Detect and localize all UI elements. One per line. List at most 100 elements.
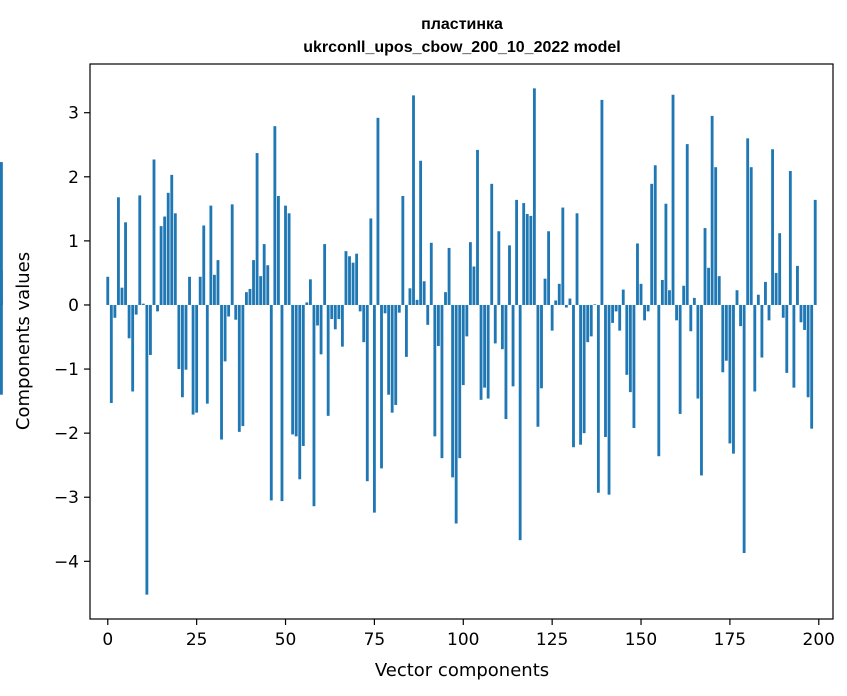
plot-area	[0, 63, 834, 620]
bar	[362, 304, 366, 343]
bar	[408, 288, 412, 305]
y-tick-label: 0	[68, 296, 79, 316]
bar	[483, 304, 487, 388]
x-tick-label: 125	[536, 630, 568, 650]
bar	[266, 265, 270, 305]
bar	[810, 304, 814, 429]
bar	[781, 304, 785, 318]
y-tick-label: 2	[68, 168, 79, 188]
bar	[209, 205, 213, 305]
x-tick-label: 150	[625, 630, 657, 650]
bar	[141, 303, 145, 305]
bar	[202, 225, 206, 305]
bar	[742, 304, 746, 553]
bar	[401, 196, 405, 305]
bars-group	[0, 88, 817, 595]
bar	[732, 304, 735, 454]
bar	[586, 304, 590, 343]
bar	[223, 304, 227, 362]
bar	[522, 203, 526, 305]
bar	[177, 304, 181, 370]
bar	[504, 304, 508, 420]
bar	[511, 304, 515, 387]
bar	[696, 304, 700, 399]
bar	[461, 304, 465, 386]
bar	[355, 253, 359, 305]
bar	[540, 304, 543, 389]
bar	[692, 297, 696, 305]
bar	[252, 260, 255, 305]
bar	[632, 304, 636, 429]
bar	[468, 242, 472, 305]
bar	[369, 218, 373, 305]
bar	[412, 95, 415, 305]
bar	[0, 299, 3, 305]
bar	[479, 304, 483, 400]
bar	[241, 304, 245, 427]
chart-subtitle: ukrconll_upos_cbow_200_10_2022 model	[303, 39, 620, 56]
bar	[572, 304, 575, 448]
bar	[458, 304, 462, 459]
bar	[650, 183, 654, 305]
bar	[440, 304, 444, 459]
bar	[120, 287, 124, 305]
bar	[710, 115, 714, 305]
bar	[671, 94, 675, 305]
bar	[611, 304, 615, 323]
bar	[500, 304, 504, 350]
x-tick-label: 200	[803, 630, 835, 650]
bar	[372, 304, 376, 513]
bar	[245, 292, 248, 305]
bar	[397, 304, 401, 313]
bar	[358, 304, 362, 312]
bar	[678, 304, 682, 414]
bar	[415, 299, 419, 305]
bar	[109, 304, 113, 404]
bar	[636, 243, 639, 305]
bar	[639, 283, 643, 305]
bar	[433, 304, 437, 437]
bar	[0, 304, 3, 395]
bar	[198, 276, 202, 305]
x-axis-label: Vector components	[375, 660, 549, 681]
bar	[134, 304, 138, 315]
bar	[113, 304, 117, 318]
bar	[621, 289, 625, 305]
bar	[127, 304, 131, 339]
bar	[628, 304, 632, 393]
bar	[756, 294, 760, 305]
bar	[287, 213, 291, 305]
bar	[117, 197, 120, 305]
bar	[799, 304, 803, 323]
bar	[596, 304, 600, 493]
plot-frame	[89, 63, 834, 620]
bar	[700, 304, 703, 476]
bar	[796, 265, 799, 305]
bar	[643, 304, 646, 321]
bar	[557, 283, 561, 305]
bar	[774, 272, 778, 305]
bar	[554, 300, 558, 305]
y-tick-label: 1	[68, 232, 79, 252]
bar	[376, 117, 380, 305]
bar	[205, 304, 209, 404]
bar	[728, 304, 732, 444]
bar	[803, 304, 806, 330]
bar	[543, 278, 547, 305]
x-tick-label: 0	[102, 630, 113, 650]
bar	[159, 226, 163, 305]
bar	[618, 304, 622, 331]
chart-title: пластинка	[421, 16, 503, 33]
bar	[394, 304, 398, 405]
y-tick-label: −3	[54, 488, 79, 508]
bar	[657, 304, 661, 457]
x-tick-label: 50	[275, 630, 297, 650]
bar	[436, 304, 440, 346]
bar	[490, 183, 494, 305]
bar	[518, 304, 522, 541]
bar	[173, 213, 177, 305]
bar	[269, 304, 273, 501]
bar	[387, 304, 391, 395]
bar	[689, 304, 693, 332]
bar	[422, 281, 426, 305]
